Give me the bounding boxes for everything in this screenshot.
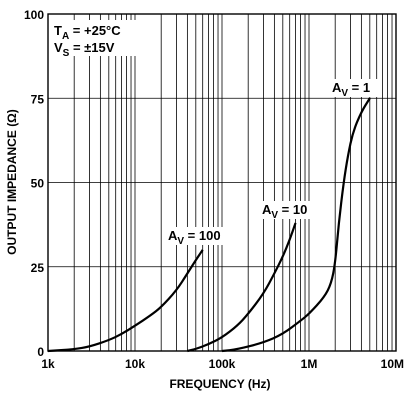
x-axis-label: FREQUENCY (Hz) <box>169 377 270 391</box>
series-label: AV = 1 <box>332 80 370 99</box>
x-tick-label: 10M <box>381 357 404 371</box>
x-tick-label: 1M <box>301 357 318 371</box>
series-line <box>47 249 204 353</box>
y-tick-label: 25 <box>31 261 45 275</box>
y-tick-label: 100 <box>24 8 44 22</box>
series-label-background <box>166 227 233 245</box>
y-axis-label: OUTPUT IMPEDANCE (Ω) <box>5 109 19 255</box>
conditions-background <box>50 20 150 56</box>
y-tick-label: 75 <box>31 92 45 106</box>
x-tick-labels: 1k 10k 100k 1M 10M <box>41 357 404 371</box>
grid <box>48 14 396 351</box>
curves <box>47 97 371 353</box>
series-label: AV = 100 <box>168 228 221 247</box>
x-tick-label: 10k <box>125 357 145 371</box>
series-line <box>187 222 297 353</box>
series-label-background <box>260 201 319 219</box>
condition-line: TA = +25°C <box>54 23 121 42</box>
series-line <box>221 97 371 353</box>
y-tick-labels: 0 25 50 75 100 <box>24 8 44 359</box>
plot-frame <box>47 13 397 352</box>
y-tick-label: 0 <box>37 345 44 359</box>
series-labels: AV = 100 AV = 10 AV = 1 <box>166 79 381 247</box>
x-tick-label: 1k <box>41 357 55 371</box>
series-label: AV = 10 <box>262 202 307 221</box>
condition-line: VS = ±15V <box>54 40 115 59</box>
x-tick-label: 100k <box>209 357 236 371</box>
y-tick-label: 50 <box>31 177 45 191</box>
test-conditions: TA = +25°CVS = ±15V <box>54 23 121 59</box>
series-label-background <box>330 79 381 97</box>
